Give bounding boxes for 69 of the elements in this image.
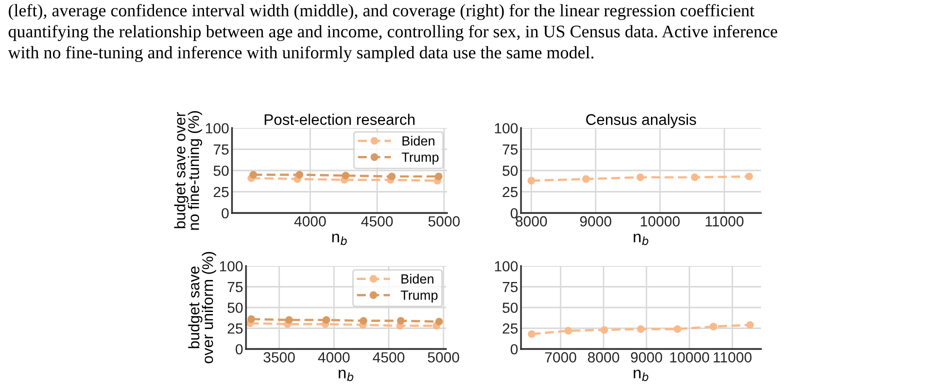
y-tick-label: 50 (502, 166, 518, 176)
point (674, 325, 682, 333)
x-tick-label: 4500 (372, 352, 404, 362)
x-tick-label: 8000 (516, 216, 547, 226)
y-tick-label: 100 (495, 123, 518, 134)
point (528, 330, 536, 338)
y-tick-label: 75 (502, 144, 518, 155)
point (710, 322, 718, 330)
x-axis-title: n$_{b}$ (338, 370, 354, 382)
legend-label: Biden (402, 136, 434, 146)
y-tick-label: 25 (214, 186, 229, 198)
y-tick-label: 100 (220, 261, 243, 272)
y-tick-label: 50 (228, 302, 243, 313)
y-tick-label: 50 (502, 302, 518, 313)
x-tick-label: 3500 (264, 352, 295, 362)
y-tick-label: 75 (228, 282, 243, 292)
legend-label: Trump (402, 152, 439, 164)
y-axis-title: budget save over no fine-tuning (%) (174, 111, 202, 230)
x-tick-label: 9000 (580, 216, 612, 226)
chart-title: Census analysis (586, 114, 696, 128)
point (247, 315, 256, 323)
point (249, 170, 258, 179)
x-tick-label: 10000 (640, 216, 680, 226)
text: with no fine-tuning and inference with uniformly sampled data use the same model. (8, 46, 594, 62)
x-tick-label: 4000 (318, 352, 350, 362)
point (360, 316, 368, 325)
x-axis-title: n$_{b}$ (634, 370, 648, 382)
point (296, 170, 304, 179)
y-tick-label: 0 (510, 208, 518, 218)
legend-label: Trump (400, 290, 438, 302)
x-tick-label: 11000 (706, 216, 744, 226)
point (746, 321, 754, 329)
x-tick-label: 10000 (670, 352, 710, 362)
x-tick-label: 7000 (545, 352, 576, 362)
y-tick-label: 25 (228, 323, 243, 334)
point (600, 326, 608, 334)
chart-title: Post-election research (264, 114, 415, 125)
legend-label: Biden (402, 274, 434, 284)
point (342, 172, 350, 180)
x-tick-label: 4000 (294, 216, 326, 226)
text: (left), average confidence interval width (middle), and coverage (right) for the linear regression coefficient (8, 4, 754, 20)
y-tick-label: 25 (502, 323, 518, 334)
x-tick-label: 11000 (714, 352, 752, 362)
point (564, 326, 572, 335)
text: quantifying the relationship between age and income, controlling for sex, in US Census data. Active inference (8, 24, 778, 42)
y-tick-label: 50 (214, 166, 229, 176)
x-tick-label: 8000 (588, 352, 620, 362)
x-tick-label: 9000 (630, 352, 662, 362)
point (636, 325, 645, 333)
x-axis-title: n$_{b}$ (332, 234, 347, 246)
y-axis-title: budget save over uniform (%) (188, 252, 216, 364)
point (388, 172, 396, 180)
y-tick-label: 75 (502, 282, 518, 292)
y-tick-label: 0 (222, 208, 229, 218)
x-tick-label: 5000 (428, 352, 460, 362)
y-tick-label: 25 (502, 186, 518, 198)
y-tick-label: 75 (214, 144, 229, 155)
point (435, 318, 443, 326)
x-tick-label: 5000 (428, 216, 460, 226)
point (322, 316, 330, 324)
y-tick-label: 100 (206, 123, 229, 134)
point (396, 316, 405, 325)
y-tick-label: 100 (495, 261, 518, 272)
x-tick-label: 4500 (361, 216, 393, 226)
y-tick-label: 0 (236, 344, 243, 354)
y-tick-label: 0 (510, 344, 518, 354)
point (285, 316, 293, 324)
x-axis-title: n$_{b}$ (634, 234, 648, 246)
point (434, 172, 443, 180)
